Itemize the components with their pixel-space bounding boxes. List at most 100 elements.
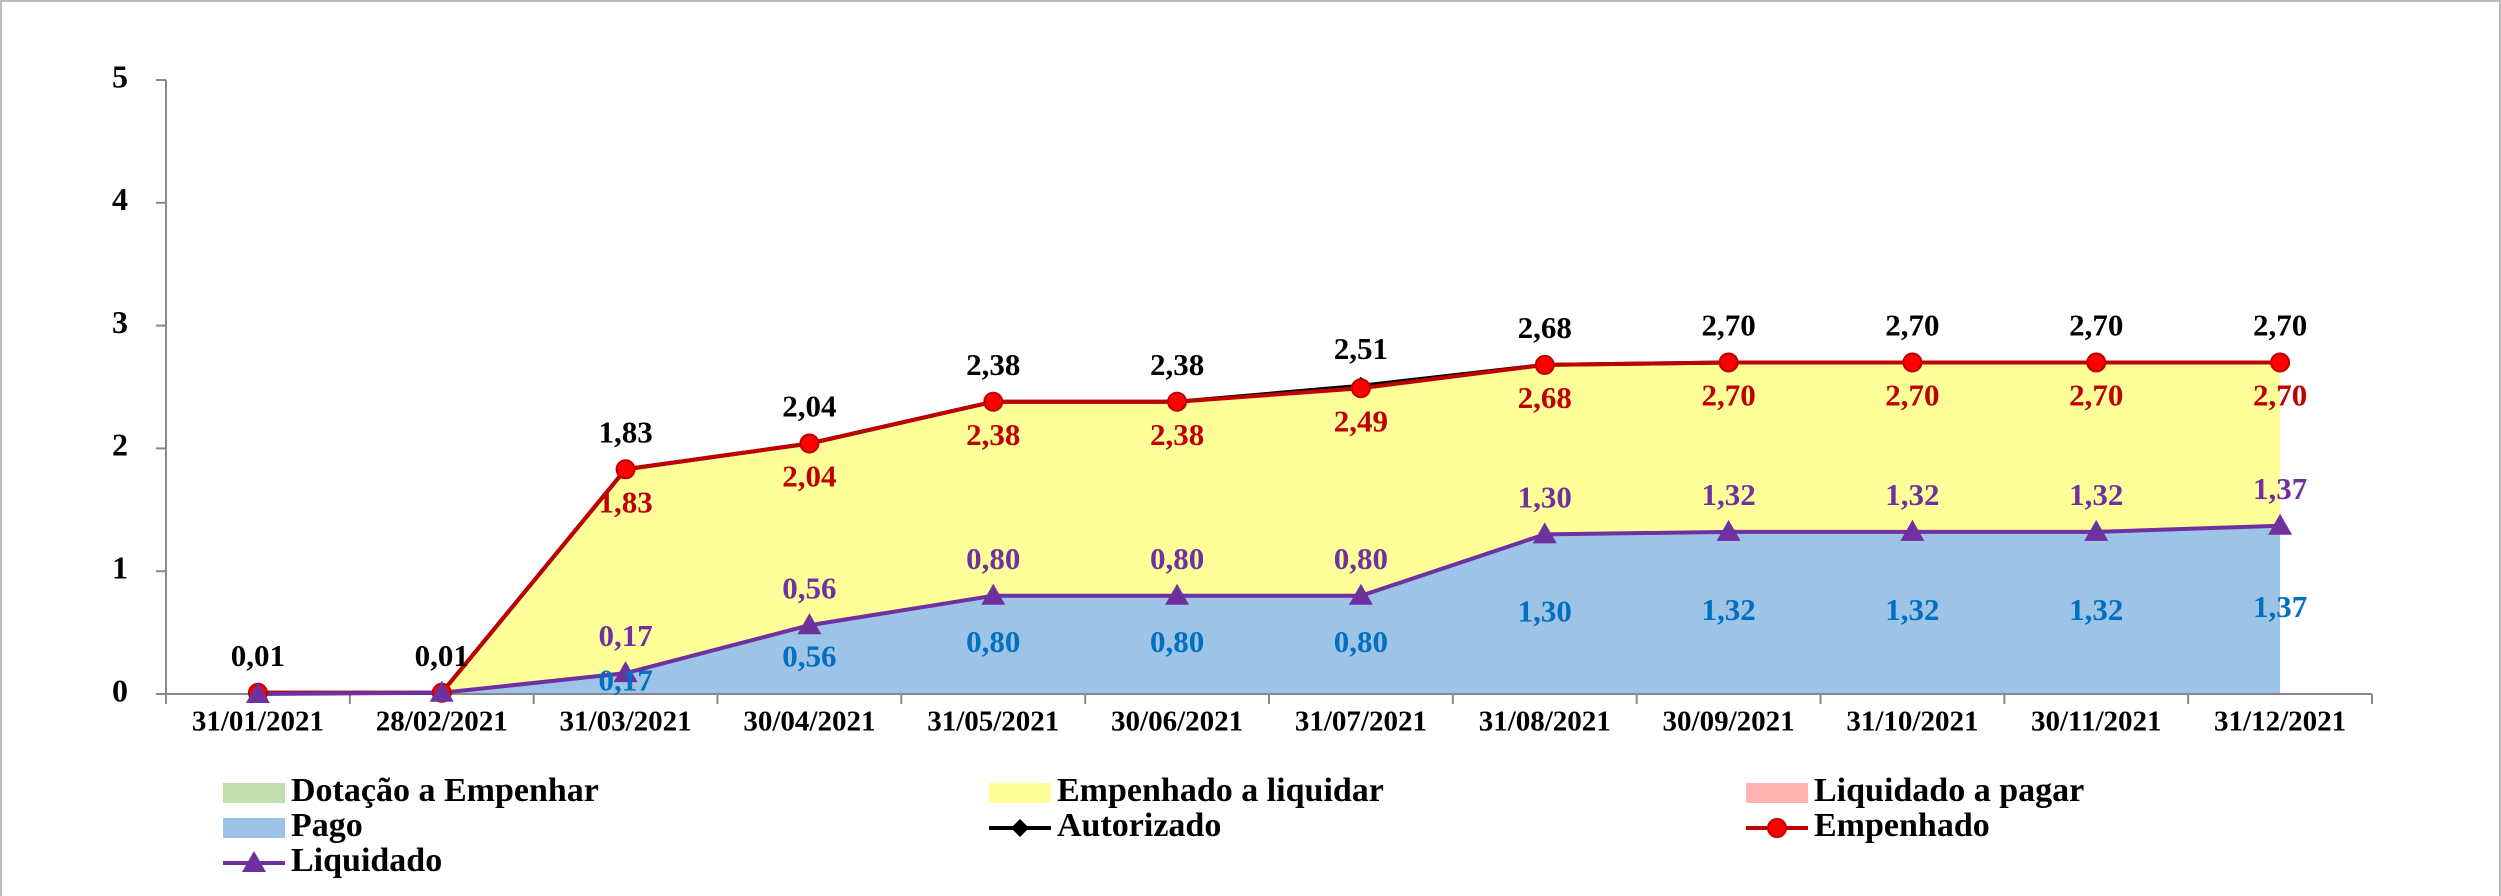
x-tick-label: 30/11/2021 [2031, 706, 2162, 738]
marker [1165, 583, 1190, 605]
data-label: 1,32 [1885, 592, 1939, 627]
data-label: 1,32 [2069, 477, 2123, 512]
marker [2268, 513, 2293, 535]
legend-label: Liquidado a pagar [1814, 772, 2084, 809]
marker [1718, 352, 1739, 373]
marker [429, 680, 454, 702]
y-tick-label: 0 [112, 672, 128, 708]
data-label: 1,30 [1518, 479, 1572, 514]
legend-swatch [989, 783, 1051, 803]
data-label: 1,32 [1885, 477, 1939, 512]
legend-label: Liquidado [291, 842, 442, 879]
data-label: 0,80 [966, 541, 1020, 576]
line [257, 360, 2281, 695]
x-tick-label: 31/12/2021 [2214, 706, 2346, 738]
legend-swatch [1746, 783, 1808, 803]
marker [615, 459, 636, 480]
x-tick-label: 31/05/2021 [927, 706, 1059, 738]
marker [799, 433, 820, 454]
data-label: 2,38 [966, 417, 1020, 452]
y-tick-label: 1 [112, 550, 128, 586]
data-label: 2,70 [2069, 378, 2123, 413]
marker [2270, 352, 2291, 373]
data-label: 0,01 [231, 638, 285, 673]
data-label: 0,56 [782, 570, 836, 605]
data-label: 0,01 [415, 638, 469, 673]
marker [245, 682, 270, 703]
x-tick-label: 30/04/2021 [743, 706, 875, 738]
marker [797, 613, 822, 635]
legend-label: Empenhado [1814, 807, 1990, 844]
legend-label: Autorizado [1057, 807, 1221, 844]
x-tick-label: 30/06/2021 [1111, 706, 1243, 738]
y-tick-label: 3 [112, 304, 128, 340]
data-label: 1,32 [1701, 592, 1755, 627]
legend-swatch [223, 818, 285, 838]
data-label: 1,32 [2069, 592, 2123, 627]
data-label: 2,68 [1518, 310, 1572, 345]
x-tick-label: 31/03/2021 [560, 706, 692, 738]
data-label: 1,83 [598, 414, 652, 449]
data-label: 2,38 [1150, 417, 1204, 452]
legend-marker [242, 851, 266, 872]
data-label: 2,70 [2253, 308, 2307, 343]
line [257, 523, 2281, 696]
legend-marker [1011, 819, 1029, 837]
data-label: 1,37 [2253, 589, 2307, 624]
data-label: 0,80 [1150, 624, 1204, 659]
data-label: 0,80 [966, 624, 1020, 659]
data-label: 2,51 [1334, 331, 1388, 366]
data-label: 1,32 [1701, 477, 1755, 512]
legend-label: Pago [291, 807, 363, 844]
x-tick-label: 30/09/2021 [1663, 706, 1795, 738]
marker [983, 391, 1004, 412]
marker [2086, 352, 2107, 373]
data-label: 2,70 [1885, 378, 1939, 413]
marker [981, 583, 1006, 605]
data-label: 2,04 [782, 389, 836, 424]
y-tick-label: 2 [112, 427, 128, 463]
data-label: 2,68 [1518, 380, 1572, 415]
data-label: 2,70 [1701, 378, 1755, 413]
legend-label: Dotação a Empenhar [291, 772, 599, 809]
data-label: 2,70 [2253, 378, 2307, 413]
marker [2084, 519, 2109, 541]
area [257, 525, 2281, 694]
x-tick-label: 28/02/2021 [376, 706, 508, 738]
legend-label: Empenhado a liquidar [1057, 772, 1384, 809]
marker [1350, 378, 1371, 399]
data-label: 2,70 [1885, 308, 1939, 343]
data-label: 1,37 [2253, 471, 2307, 506]
data-label: 1,30 [1518, 593, 1572, 628]
marker [1900, 519, 1925, 541]
data-label: 0,80 [1334, 624, 1388, 659]
marker [1348, 583, 1373, 605]
y-tick-label: 5 [112, 58, 128, 94]
legend-swatch [223, 783, 285, 803]
marker [1716, 519, 1741, 541]
x-tick-label: 31/07/2021 [1295, 706, 1427, 738]
marker [613, 661, 638, 683]
data-label: 2,70 [2069, 308, 2123, 343]
marker [1534, 354, 1555, 375]
data-label: 0,17 [598, 663, 652, 698]
data-label: 2,49 [1334, 403, 1388, 438]
x-tick-label: 31/01/2021 [192, 706, 324, 738]
data-label: 2,04 [782, 459, 836, 494]
data-label: 0,80 [1150, 541, 1204, 576]
marker [1532, 522, 1557, 544]
data-label: 0,17 [598, 618, 652, 653]
data-label: 2,70 [1701, 308, 1755, 343]
data-label: 0,80 [1334, 541, 1388, 576]
x-tick-label: 31/08/2021 [1479, 706, 1611, 738]
data-label: 1,83 [598, 484, 652, 519]
area [257, 362, 2281, 694]
data-label: 2,38 [1150, 347, 1204, 382]
marker [1167, 391, 1188, 412]
data-label: 2,38 [966, 347, 1020, 382]
y-tick-label: 4 [112, 181, 128, 217]
legend-marker [1767, 818, 1787, 838]
marker [1902, 352, 1923, 373]
